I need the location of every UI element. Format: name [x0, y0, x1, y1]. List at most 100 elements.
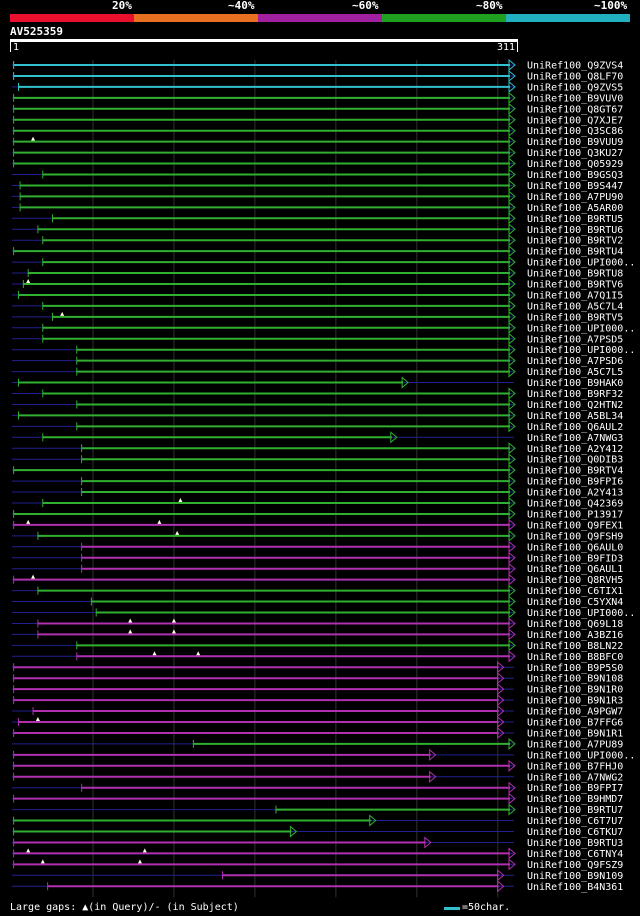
- hit-label: UniRef100_B9VUV0: [527, 93, 623, 104]
- hit-label: UniRef100_Q8LF70: [527, 71, 623, 82]
- scale-legend: =50char.: [444, 902, 510, 914]
- query-gap-marker-icon: [128, 629, 133, 634]
- hit-label: UniRef100_Q2HTN2: [527, 400, 623, 411]
- hit-arrow-icon: [508, 58, 516, 72]
- hit-label: UniRef100_A7PSD6: [527, 356, 623, 367]
- hit-arrow-icon: [390, 431, 398, 444]
- hit-arrow-icon: [508, 277, 516, 291]
- hit-label: UniRef100_B9P5S0: [527, 663, 623, 674]
- hit-label: UniRef100_Q69L18: [527, 619, 623, 630]
- hit-label: UniRef100_A7PSD5: [527, 334, 623, 345]
- hit-label: UniRef100_B8BFC0: [527, 652, 623, 663]
- hit-arrow-icon: [508, 650, 516, 663]
- query-gap-marker-icon: [60, 311, 65, 316]
- hit-label: UniRef100_B9RTV2: [527, 236, 623, 247]
- query-gap-marker-icon: [137, 859, 142, 864]
- hit-arrow-icon: [508, 584, 516, 597]
- query-gap-marker-icon: [128, 618, 133, 623]
- hit-arrow-icon: [508, 332, 516, 345]
- legend-label-80: ~80%: [476, 0, 503, 12]
- hit-arrow-icon: [508, 540, 516, 553]
- hit-arrow-icon: [508, 343, 516, 356]
- hit-arrow-icon: [508, 223, 516, 236]
- hit-arrow-icon: [508, 80, 516, 93]
- query-gap-marker-icon: [171, 629, 176, 634]
- hit-label: UniRef100_A5BL34: [527, 411, 623, 422]
- hit-arrow-icon: [508, 157, 516, 170]
- hit-arrow-icon: [429, 770, 437, 783]
- hit-arrow-icon: [508, 781, 516, 794]
- hit-label: UniRef100_B7FHJ0: [527, 761, 623, 772]
- hit-arrow-icon: [508, 595, 516, 608]
- hit-arrow-icon: [508, 485, 516, 499]
- large-gaps-legend: Large gaps: ▲(in Query)/- (in Subject): [10, 902, 239, 913]
- hit-arrow-icon: [508, 737, 516, 750]
- legend-segment-60: [258, 14, 382, 22]
- hit-arrow-icon: [508, 475, 516, 488]
- hit-label: UniRef100_Q9FSZ9: [527, 860, 623, 871]
- hit-arrow-icon: [508, 551, 516, 564]
- hit-label: UniRef100_B9N108: [527, 674, 623, 685]
- hit-arrow-icon: [508, 91, 516, 104]
- hit-arrow-icon: [508, 639, 516, 652]
- identity-legend-bar: [10, 14, 630, 22]
- hit-label: UniRef100_B9HMD7: [527, 794, 623, 805]
- query-gap-marker-icon: [31, 136, 36, 141]
- hit-arrow-icon: [497, 661, 505, 674]
- hit-label: UniRef100_B9RTU5: [527, 214, 623, 225]
- query-gap-marker-icon: [31, 574, 36, 579]
- hit-label: UniRef100_Q3KU27: [527, 148, 623, 159]
- hit-label: UniRef100_C6TIX1: [527, 586, 623, 597]
- hit-arrow-icon: [508, 256, 516, 269]
- hit-label: UniRef100_Q9ZVS5: [527, 82, 623, 93]
- hit-label: UniRef100_B9N1R1: [527, 728, 623, 739]
- hit-label: UniRef100_Q05929: [527, 159, 623, 170]
- hit-label: UniRef100_B9RTV6: [527, 280, 623, 291]
- hit-arrow-icon: [508, 102, 516, 115]
- hit-arrow-icon: [508, 759, 516, 772]
- hit-label: UniRef100_A5C7L4: [527, 301, 623, 312]
- hit-label: UniRef100_B9FPI7: [527, 783, 623, 794]
- hit-arrow-icon: [508, 266, 516, 280]
- hit-label: UniRef100_B9RTU4: [527, 247, 623, 258]
- hit-arrow-icon: [401, 376, 409, 389]
- hit-arrow-icon: [508, 562, 516, 575]
- hit-label: UniRef100_B9RTU3: [527, 838, 623, 849]
- hit-arrow-icon: [429, 748, 437, 761]
- hit-label: UniRef100_Q9ZVS4: [527, 61, 623, 72]
- hit-arrow-icon: [497, 672, 505, 685]
- hit-arrow-icon: [497, 726, 505, 740]
- hit-arrow-icon: [508, 124, 516, 137]
- hit-label: UniRef100_Q6AUL1: [527, 564, 623, 575]
- hit-label: UniRef100_B9FPI6: [527, 477, 623, 488]
- hit-arrow-icon: [497, 715, 505, 729]
- hit-label: UniRef100_A2Y413: [527, 488, 623, 499]
- hit-label: UniRef100_C6TKU7: [527, 827, 623, 838]
- hit-label: UniRef100_A7PU89: [527, 739, 623, 750]
- hit-label: UniRef100_Q8RVH5: [527, 575, 623, 586]
- hit-label: UniRef100_Q9FEX1: [527, 520, 623, 531]
- hit-arrow-icon: [508, 365, 516, 378]
- query-gap-marker-icon: [171, 618, 176, 623]
- legend-label-60: ~60%: [352, 0, 379, 12]
- hit-arrow-icon: [508, 310, 516, 323]
- hit-arrow-icon: [508, 529, 516, 542]
- scale-label: =50char.: [462, 902, 511, 913]
- legend-segment-40: [134, 14, 258, 22]
- hit-arrow-icon: [424, 836, 432, 849]
- ruler-start-tick: [10, 42, 11, 52]
- hit-label: UniRef100_A5C7L5: [527, 367, 623, 378]
- hit-label: UniRef100_B9S447: [527, 181, 623, 192]
- hit-label: UniRef100_A7PU90: [527, 192, 623, 203]
- hit-arrow-icon: [497, 704, 505, 718]
- hit-label: UniRef100_Q3SC86: [527, 126, 623, 137]
- hit-label: UniRef100_A3BZ16: [527, 630, 623, 641]
- hit-label: UniRef100_B9RTU6: [527, 225, 623, 236]
- ruler-end-label: 311: [497, 42, 516, 53]
- hit-arrow-icon: [508, 354, 516, 367]
- query-gap-marker-icon: [152, 651, 157, 656]
- hit-label: UniRef100_Q42369: [527, 499, 623, 510]
- hit-label: UniRef100_B9N1R0: [527, 685, 623, 696]
- hit-label: UniRef100_B9RF32: [527, 389, 623, 400]
- legend-segment-20: [10, 14, 134, 22]
